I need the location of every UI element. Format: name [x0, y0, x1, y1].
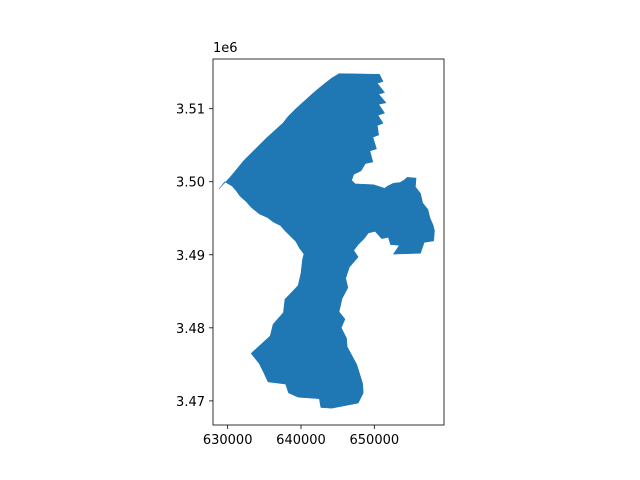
x-tick-label-1: 640000 [276, 433, 326, 448]
y-tick-label-2: 3.49 [176, 249, 205, 264]
x-tick-label-0: 630000 [203, 433, 253, 448]
y-tick-label-0: 3.47 [176, 395, 205, 410]
y-axis-offset-label: 1e6 [213, 41, 238, 56]
y-tick-label-1: 3.48 [176, 322, 205, 337]
plot-area [218, 73, 435, 409]
y-tick-label-4: 3.51 [176, 103, 205, 118]
axes: 630000 640000 650000 3.47 3.48 3.49 3.50 3.51 [176, 58, 445, 448]
area-polygon-0 [218, 73, 435, 409]
axes-frame [212, 58, 445, 426]
y-tick-label-3: 3.50 [176, 176, 205, 191]
x-tick-label-2: 650000 [350, 433, 400, 448]
